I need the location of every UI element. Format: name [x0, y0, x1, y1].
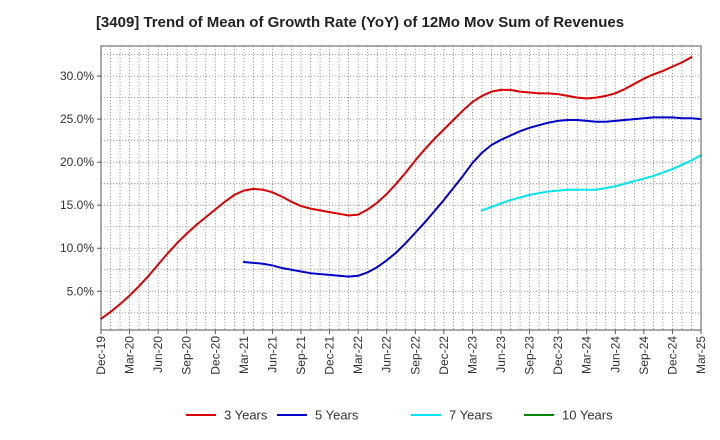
series-line-7-years	[480, 154, 702, 212]
chart-title: [3409] Trend of Mean of Growth Rate (YoY…	[95, 14, 625, 31]
plot-frame	[100, 45, 702, 331]
x-tick-label: Dec-20	[208, 336, 222, 375]
x-tick-label: Dec-24	[665, 336, 679, 375]
x-tick-label: Mar-23	[465, 336, 479, 374]
x-tick-label: Mar-20	[123, 336, 137, 374]
x-axis-ticks: Dec-19 Mar-20 Jun-20 Sep-20 Dec-20 Mar-21 Jun-…	[94, 330, 708, 375]
x-tick-label: Sep-24	[637, 336, 651, 375]
legend-label: 7 Years	[449, 408, 493, 423]
x-tick-label: Jun-24	[608, 336, 622, 373]
series-layer	[100, 56, 702, 320]
legend: 3 Years 5 Years 7 Years 10 Years	[186, 408, 613, 423]
x-tick-label: Dec-21	[323, 336, 337, 375]
x-tick-label: Mar-25	[694, 336, 708, 374]
x-tick-label: Jun-22	[380, 336, 394, 373]
y-tick-label: 30.0%	[60, 69, 94, 83]
x-tick-label: Jun-23	[494, 336, 508, 373]
x-tick-label: Sep-23	[523, 336, 537, 375]
x-tick-label: Mar-24	[580, 336, 594, 374]
x-tick-label: Sep-22	[408, 336, 422, 375]
legend-label: 3 Years	[224, 408, 268, 423]
x-tick-label: Mar-21	[237, 336, 251, 374]
x-tick-label: Dec-19	[94, 336, 108, 375]
legend-label: 10 Years	[562, 408, 613, 423]
y-tick-label: 25.0%	[60, 112, 94, 126]
x-tick-label: Dec-23	[551, 336, 565, 375]
x-tick-label: Sep-20	[180, 336, 194, 375]
y-tick-label: 5.0%	[67, 284, 95, 298]
series-line-5-years	[242, 116, 702, 278]
legend-item-7-years: 7 Years	[411, 408, 493, 423]
y-tick-label: 15.0%	[60, 198, 94, 212]
x-tick-label: Sep-21	[294, 336, 308, 375]
y-tick-label: 10.0%	[60, 241, 94, 255]
legend-item-10-years: 10 Years	[524, 408, 613, 423]
x-tick-label: Jun-21	[265, 336, 279, 373]
legend-item-3-years: 3 Years	[186, 408, 268, 423]
x-tick-label: Jun-20	[151, 336, 165, 373]
x-tick-label: Mar-22	[351, 336, 365, 374]
x-tick-label: Dec-22	[437, 336, 451, 375]
y-tick-label: 20.0%	[60, 155, 94, 169]
legend-item-5-years: 5 Years	[277, 408, 359, 423]
y-axis-ticks: 5.0% 10.0% 15.0% 20.0% 25.0% 30.0%	[60, 69, 101, 298]
legend-label: 5 Years	[315, 408, 359, 423]
series-line-3-years	[100, 56, 693, 320]
